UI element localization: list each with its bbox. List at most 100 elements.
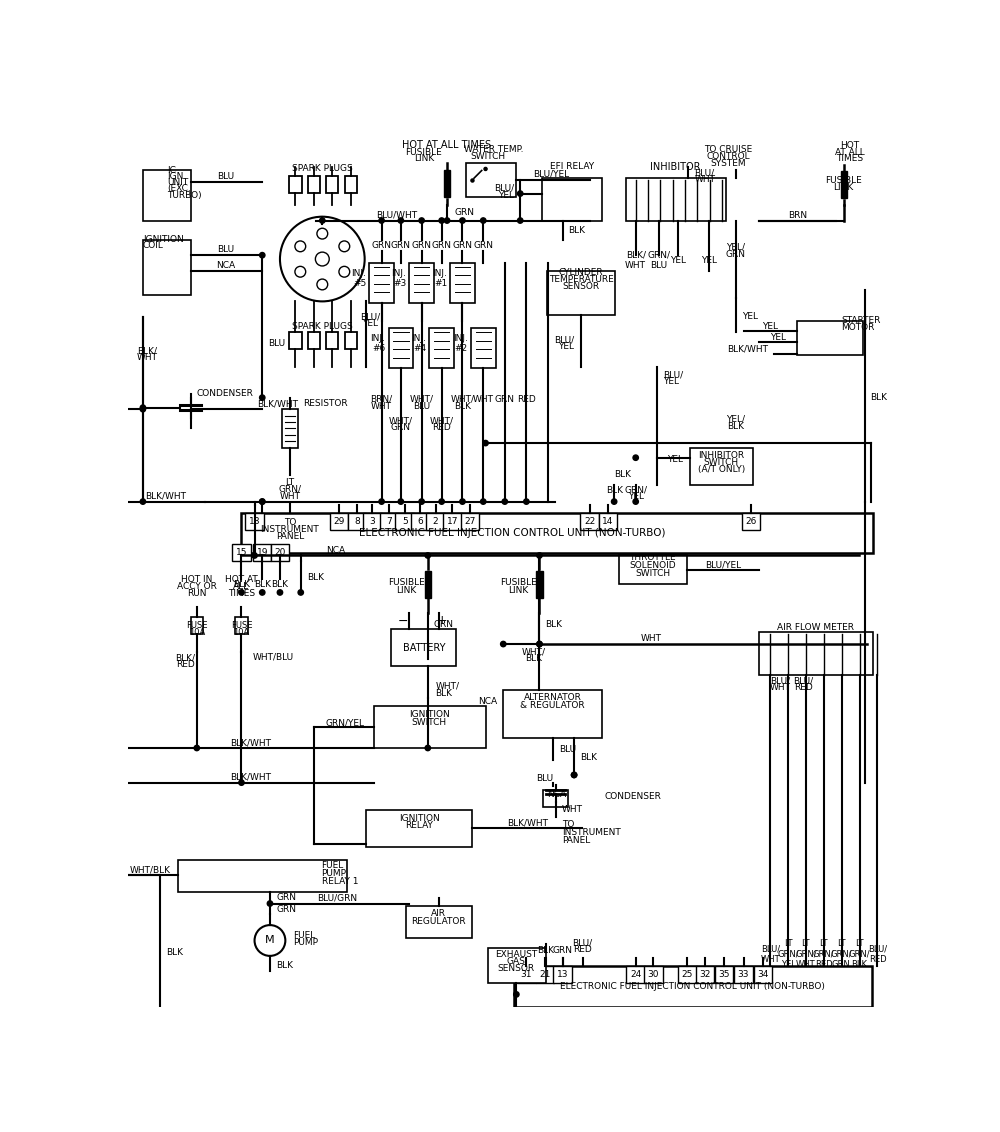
Bar [626,966,645,983]
Text: FUSIBLE: FUSIBLE [406,148,442,157]
Bar [734,966,753,983]
Text: TO CRUISE: TO CRUISE [704,145,752,154]
Text: FUSIBLE: FUSIBLE [388,578,425,586]
Text: TIMES: TIMES [836,154,863,163]
Text: INJ.
#4: INJ. #4 [411,334,426,353]
Circle shape [501,642,506,646]
Text: BRN/: BRN/ [371,395,393,404]
Bar [369,263,394,303]
Text: LT
GRN/
YEL: LT GRN/ YEL [777,940,799,969]
Text: GRN: GRN [391,241,411,250]
Circle shape [460,217,465,223]
Circle shape [611,499,617,504]
Circle shape [633,455,638,461]
Text: BLK/: BLK/ [175,653,195,662]
Circle shape [315,252,329,266]
Text: +: + [436,615,447,627]
Text: 31: 31 [521,970,532,979]
Text: BLK: BLK [727,421,744,430]
Text: GRN: GRN [276,906,296,915]
Text: 15: 15 [236,548,247,557]
Circle shape [481,499,486,504]
Text: BLK: BLK [166,947,183,957]
Text: RUN: RUN [187,589,207,598]
Text: BLU/: BLU/ [360,312,380,321]
Text: GRN: GRN [434,620,454,629]
Bar [547,271,615,315]
Bar [308,175,320,192]
Text: HOT IN: HOT IN [181,575,212,584]
Text: 22: 22 [584,517,595,526]
Circle shape [537,642,542,646]
Text: ALL: ALL [233,582,250,591]
Bar [178,859,347,892]
Circle shape [439,499,444,504]
Bar [406,906,472,938]
Text: WHT/: WHT/ [450,395,474,404]
Text: IGNITION: IGNITION [399,814,440,823]
Bar [715,966,733,983]
Text: YEL: YEL [667,455,683,464]
Bar [143,240,191,295]
Bar [536,966,554,983]
Text: RED: RED [432,423,451,432]
Text: FUEL: FUEL [293,931,315,940]
Text: WHT: WHT [371,402,392,411]
Text: BLU/GRN: BLU/GRN [317,893,357,902]
Text: WHT: WHT [562,805,583,814]
Text: LT
GRN/
GRN: LT GRN/ GRN [830,940,852,969]
Bar [619,556,687,584]
Circle shape [295,266,306,277]
Text: CONTROL: CONTROL [706,152,750,161]
Text: BLK: BLK [436,688,452,697]
Circle shape [280,216,365,301]
Text: 17: 17 [447,517,458,526]
Text: BLU/: BLU/ [494,183,514,192]
Text: LINK: LINK [414,154,434,163]
Bar [363,513,382,530]
Text: WHT: WHT [770,684,791,693]
Text: UNIT: UNIT [167,179,188,187]
Text: BLK: BLK [546,620,563,629]
Bar [253,544,271,560]
Text: WHT/: WHT/ [430,417,454,426]
Text: LINK: LINK [396,585,416,594]
Text: 8: 8 [354,517,360,526]
Bar [271,544,289,560]
Circle shape [524,499,529,504]
Text: BLU/WHT: BLU/WHT [376,211,418,220]
Text: BATTERY: BATTERY [403,643,445,653]
Text: WHT: WHT [137,353,158,362]
Bar [389,328,413,368]
Text: GRN: GRN [391,423,411,432]
Bar [232,544,251,560]
Text: 18: 18 [249,517,260,526]
Text: PUMP: PUMP [322,869,347,878]
Text: BLK: BLK [307,573,324,582]
Text: SENSOR: SENSOR [562,282,600,291]
Bar [308,332,320,349]
Text: YEL/: YEL/ [726,243,745,252]
Text: BLU/: BLU/ [573,938,593,947]
Bar [426,513,445,530]
Text: AT ALL: AT ALL [835,147,865,156]
Bar [289,332,302,349]
Text: FUSE: FUSE [186,621,208,631]
Text: FUSIBLE: FUSIBLE [825,175,862,185]
Text: 5: 5 [402,517,408,526]
Circle shape [379,499,384,504]
Circle shape [502,499,507,504]
Text: BLU/
RED: BLU/ RED [868,944,887,964]
Text: GRN: GRN [276,893,296,902]
Text: BLU/YEL: BLU/YEL [705,560,741,569]
Text: PANEL: PANEL [562,835,590,844]
Text: INSTRUMENT: INSTRUMENT [261,525,319,534]
Text: GRN: GRN [412,241,432,250]
Text: 3: 3 [369,517,375,526]
Bar [443,513,462,530]
Bar [471,328,496,368]
Bar [797,320,863,355]
Text: BLK: BLK [276,961,293,970]
Text: ELECTRONIC FUEL INJECTION CONTROL UNIT (NON-TURBO): ELECTRONIC FUEL INJECTION CONTROL UNIT (… [560,983,825,992]
Text: FUSIBLE: FUSIBLE [500,578,537,586]
